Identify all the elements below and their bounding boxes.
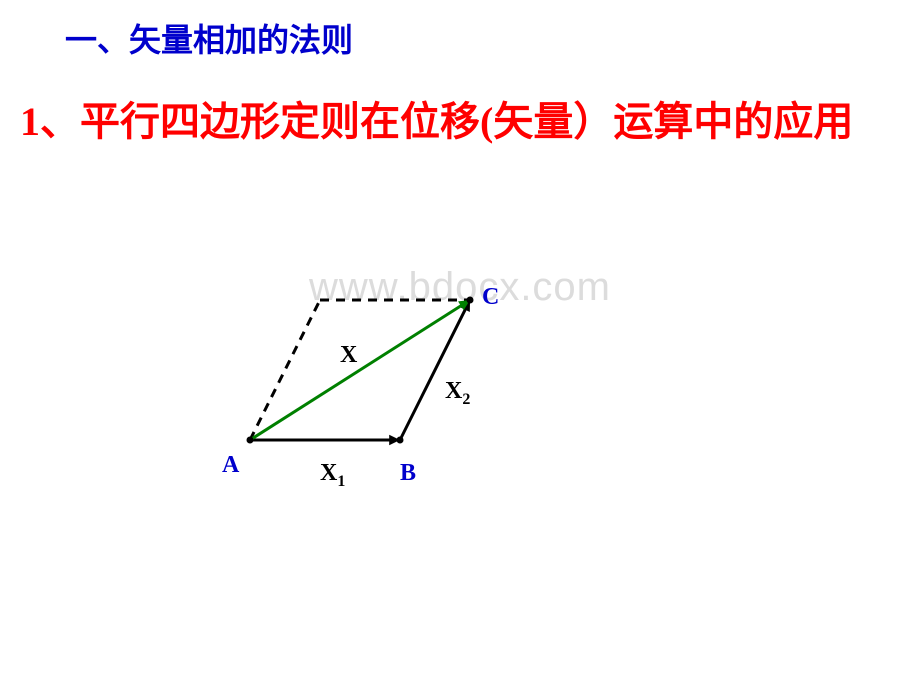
vector-diagram: A B C X1 X2 X: [210, 260, 550, 480]
vector-label-x: X: [340, 342, 357, 369]
vector-label-x2: X2: [445, 378, 470, 409]
vector-label-x1: X1: [320, 460, 345, 491]
point-label-a: A: [222, 452, 239, 479]
subsection-heading: 1、平行四边形定则在位移(矢量）运算中的应用: [20, 95, 900, 149]
section-heading: 一、矢量相加的法则: [65, 15, 353, 61]
point-label-b: B: [400, 460, 416, 487]
point-label-c: C: [482, 284, 499, 311]
